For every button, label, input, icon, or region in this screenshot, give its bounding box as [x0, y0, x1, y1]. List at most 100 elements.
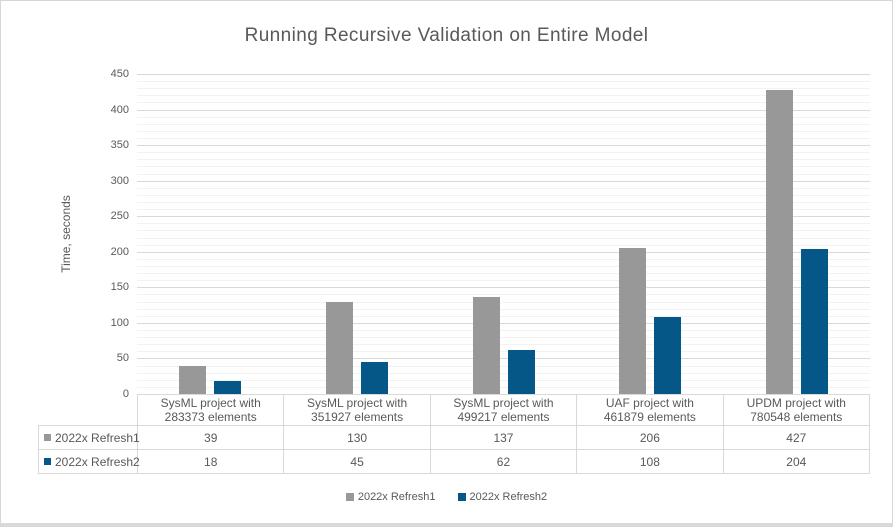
series-label-cell: 2022x Refresh2 [38, 449, 140, 474]
table-value-cell: 39 [136, 425, 285, 450]
minor-gridline [137, 237, 870, 239]
category-header-cell: UPDM project with 780548 elements [722, 394, 871, 426]
minor-gridline [137, 223, 870, 225]
minor-gridline [137, 173, 870, 175]
minor-gridline [137, 187, 870, 189]
bar-series2-category2 [360, 362, 388, 394]
minor-gridline [137, 244, 870, 246]
table-value-cell: 62 [429, 449, 578, 474]
category-header-cell: SysML project with 351927 elements [283, 394, 431, 426]
minor-gridline [137, 386, 870, 388]
major-gridline [137, 322, 870, 324]
minor-gridline [137, 330, 870, 331]
minor-gridline [137, 194, 870, 196]
y-tick-label: 200 [110, 245, 129, 258]
major-gridline [137, 180, 870, 182]
legend-label: 2022x Refresh2 [469, 491, 548, 503]
bar-series2-category1 [214, 381, 242, 394]
series-key-icon [44, 433, 51, 441]
category-header-cell: SysML project with 283373 elements [136, 394, 285, 426]
bar-series2-category4 [654, 317, 682, 394]
table-value-cell: 137 [429, 425, 578, 450]
minor-gridline [137, 116, 870, 118]
y-tick-label: 450 [110, 68, 129, 80]
y-tick-label: 0 [122, 388, 129, 400]
minor-gridline [137, 81, 870, 83]
y-tick-label: 350 [110, 139, 129, 152]
y-axis-ticks: 0 50 100 150 200 250 300 350 400 450 [95, 68, 129, 400]
legend-swatch-icon [457, 493, 466, 501]
table-value-cell: 204 [722, 449, 871, 474]
minor-gridline [137, 123, 870, 125]
legend: 2022x Refresh1 2022x Refresh2 [1, 491, 892, 503]
minor-gridline [137, 308, 870, 310]
minor-gridline [137, 209, 870, 211]
minor-gridline [137, 102, 870, 104]
table-row-series2: 2022x Refresh2 18 45 62 108 204 [38, 449, 871, 474]
series-key-icon [44, 457, 51, 465]
y-tick-label: 150 [110, 281, 129, 294]
table-corner-cell [39, 395, 138, 426]
minor-gridline [137, 88, 870, 90]
y-tick-label: 250 [110, 210, 129, 223]
bar-series1-category3 [472, 296, 500, 394]
minor-gridline [137, 379, 870, 381]
minor-gridline [137, 337, 870, 339]
y-tick-label: 100 [110, 316, 129, 329]
table-value-cell: 206 [576, 425, 724, 450]
y-tick-label: 400 [110, 103, 129, 116]
minor-gridline [137, 202, 870, 203]
minor-gridline [137, 266, 870, 267]
minor-gridline [137, 152, 870, 154]
minor-gridline [137, 95, 870, 97]
minor-gridline [137, 365, 870, 367]
bar-series1-category1 [179, 366, 207, 394]
minor-gridline [137, 301, 870, 303]
series-label-cell: 2022x Refresh1 [38, 425, 140, 450]
minor-gridline [137, 138, 870, 139]
bar-series1-category2 [325, 301, 353, 394]
legend-item-series1: 2022x Refresh1 [345, 491, 436, 503]
minor-gridline [137, 130, 870, 132]
table-value-cell: 18 [136, 449, 285, 474]
bar-series1-category5 [765, 90, 793, 394]
minor-gridline [137, 166, 870, 168]
bar-series2-category5 [800, 248, 828, 394]
minor-gridline [137, 315, 870, 317]
major-gridline [137, 287, 870, 289]
minor-gridline [137, 258, 870, 260]
major-gridline [137, 216, 870, 218]
minor-gridline [137, 280, 870, 282]
bar-series1-category4 [619, 247, 647, 394]
table-value-cell: 427 [722, 425, 871, 450]
chart-title: Running Recursive Validation on Entire M… [244, 25, 649, 46]
minor-gridline [137, 372, 870, 374]
legend-label: 2022x Refresh1 [357, 491, 436, 503]
table-header-row: SysML project with 283373 elements SysML p… [39, 394, 871, 426]
table-value-cell: 130 [283, 425, 431, 450]
major-gridline [137, 251, 870, 253]
data-table: SysML project with 283373 elements SysML p… [38, 394, 871, 474]
major-gridline [137, 74, 870, 75]
category-header-cell: SysML project with 499217 elements [429, 394, 578, 426]
minor-gridline [137, 273, 870, 275]
table-value-cell: 45 [283, 449, 431, 474]
y-axis-title: Time, seconds [59, 195, 73, 273]
minor-gridline [137, 230, 870, 232]
legend-item-series2: 2022x Refresh2 [457, 491, 548, 503]
minor-gridline [137, 351, 870, 353]
category-header-cell: UAF project with 461879 elements [576, 394, 724, 426]
minor-gridline [137, 159, 870, 161]
y-tick-label: 300 [110, 174, 129, 187]
minor-gridline [137, 344, 870, 346]
legend-swatch-icon [345, 493, 354, 501]
major-gridline [137, 145, 870, 147]
bar-series2-category3 [507, 349, 535, 394]
plot-area [137, 74, 870, 394]
table-row-series1: 2022x Refresh1 39 130 137 206 427 [38, 425, 871, 450]
y-tick-label: 50 [116, 352, 129, 365]
minor-gridline [137, 294, 870, 296]
table-value-cell: 108 [576, 449, 724, 474]
major-gridline [137, 109, 870, 111]
